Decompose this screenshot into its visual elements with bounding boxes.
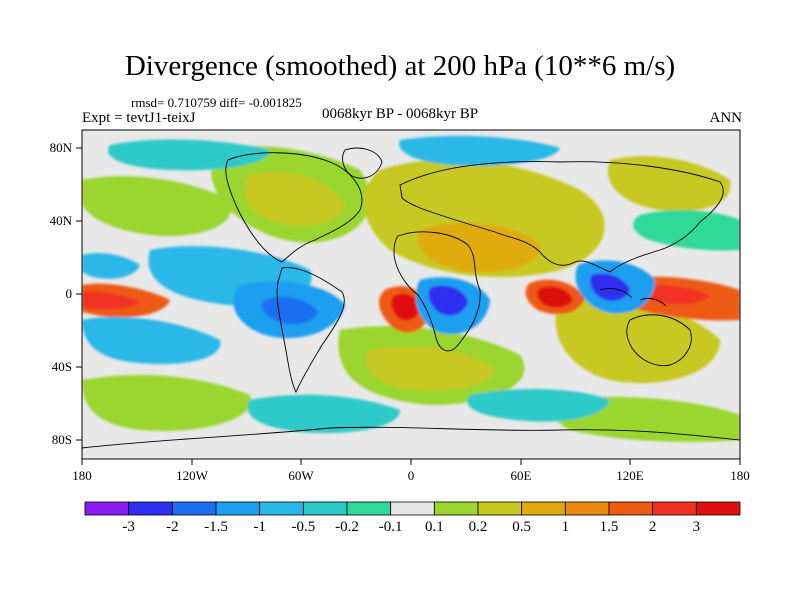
lat-label-80n: 80N [49,140,72,155]
axis-ticks [76,147,741,465]
field-max-indian-ocean-core [537,286,573,308]
coastline-australia [626,314,692,367]
colorbar-box [521,501,566,516]
coastlines [82,147,740,449]
colorbar-box [128,501,173,516]
colorbar-box [215,501,261,516]
field-cyan-north [108,139,270,171]
chart-title: Divergence (smoothed) at 200 hPa (10**6 … [124,50,676,82]
colorbar-box [346,501,392,516]
colorbar-label: 1.5 [599,519,619,535]
field-yellow-east-asia [607,156,731,212]
colorbar-box [171,501,217,516]
field-green-north-pacific [82,176,232,236]
lon-label-180w: 180 [72,468,92,483]
field-yellow-south-atlantic [366,346,495,391]
field-green-south-pacific [82,375,252,431]
field-blue-south-america-core [261,296,318,325]
field-blue-maritime-core [590,273,630,301]
coastline-eurasia [399,161,724,273]
coastline-north-america [225,152,363,263]
field-yellow-north-america [244,171,345,226]
lon-label-120e: 120E [616,468,644,483]
colorbar-box [259,501,304,516]
lon-label-180e: 180 [730,468,750,483]
field-cyan-pacific-west [82,253,140,279]
lat-label-40s: 40S [51,359,72,374]
colorbar [84,501,741,516]
lon-label-0: 0 [407,468,415,483]
field-yellow-indian-ocean [555,297,720,384]
lon-label-60e: 60E [510,468,532,483]
field-cyan-southern [247,394,400,434]
coastline-greenland [342,147,383,179]
colorbar-label: 3 [692,519,701,535]
colorbar-label: -1 [253,519,266,535]
lat-label-40n: 40N [49,213,72,228]
colorbar-label: -1.5 [204,519,228,535]
colorbar-box [652,501,697,516]
colorbar-label: 0.5 [512,519,532,535]
rmsd-diff-stats: rmsd= 0.710759 diff= -0.001825 [131,95,302,110]
colorbar-box [608,501,654,516]
field-max-central-pacific-core [82,291,140,310]
colorbar-box [477,501,523,516]
divergence-fields [82,135,740,442]
coastline-south-america [276,267,345,394]
colorbar-label: 1 [561,519,570,535]
lat-label-0: 0 [65,286,73,301]
colorbar-label: 0.2 [468,519,488,535]
colorbar-label: -3 [122,519,135,535]
colorbar-label: -0.2 [335,519,359,535]
colorbar-label: 2 [648,519,657,535]
coastline-maritime-continent [599,287,667,307]
lon-label-120w: 120W [176,468,208,483]
field-blue-africa-core [428,285,468,316]
colorbar-box [695,501,741,516]
field-cyan-north-2 [399,135,560,166]
season-label: ANN [709,110,743,126]
field-cyan-south-pacific [82,316,221,364]
field-max-atlantic-core [391,293,420,321]
colorbar-label: -2 [166,519,179,535]
colorbar-box [564,501,610,516]
field-max-west-pacific-core [638,285,710,305]
colorbar-box [302,501,348,516]
colorbar-box [433,501,479,516]
lon-label-60w: 60W [288,468,314,483]
colorbar-label: 0.1 [424,519,444,535]
colorbar-label: -0.1 [378,519,403,535]
colorbar-label: -0.5 [291,519,316,535]
period-label: 0068kyr BP - 0068kyr BP [322,106,479,122]
lat-label-80s: 80S [51,432,72,447]
colorbar-box [84,501,130,516]
colorbar-box [390,501,435,516]
field-teal-north-pacific [633,210,740,251]
coastline-antarctica [82,426,740,449]
field-cyan-south-indian [467,388,610,422]
experiment-label: Expt = tevtJ1-teixJ [82,110,196,126]
coastline-africa [393,231,481,352]
